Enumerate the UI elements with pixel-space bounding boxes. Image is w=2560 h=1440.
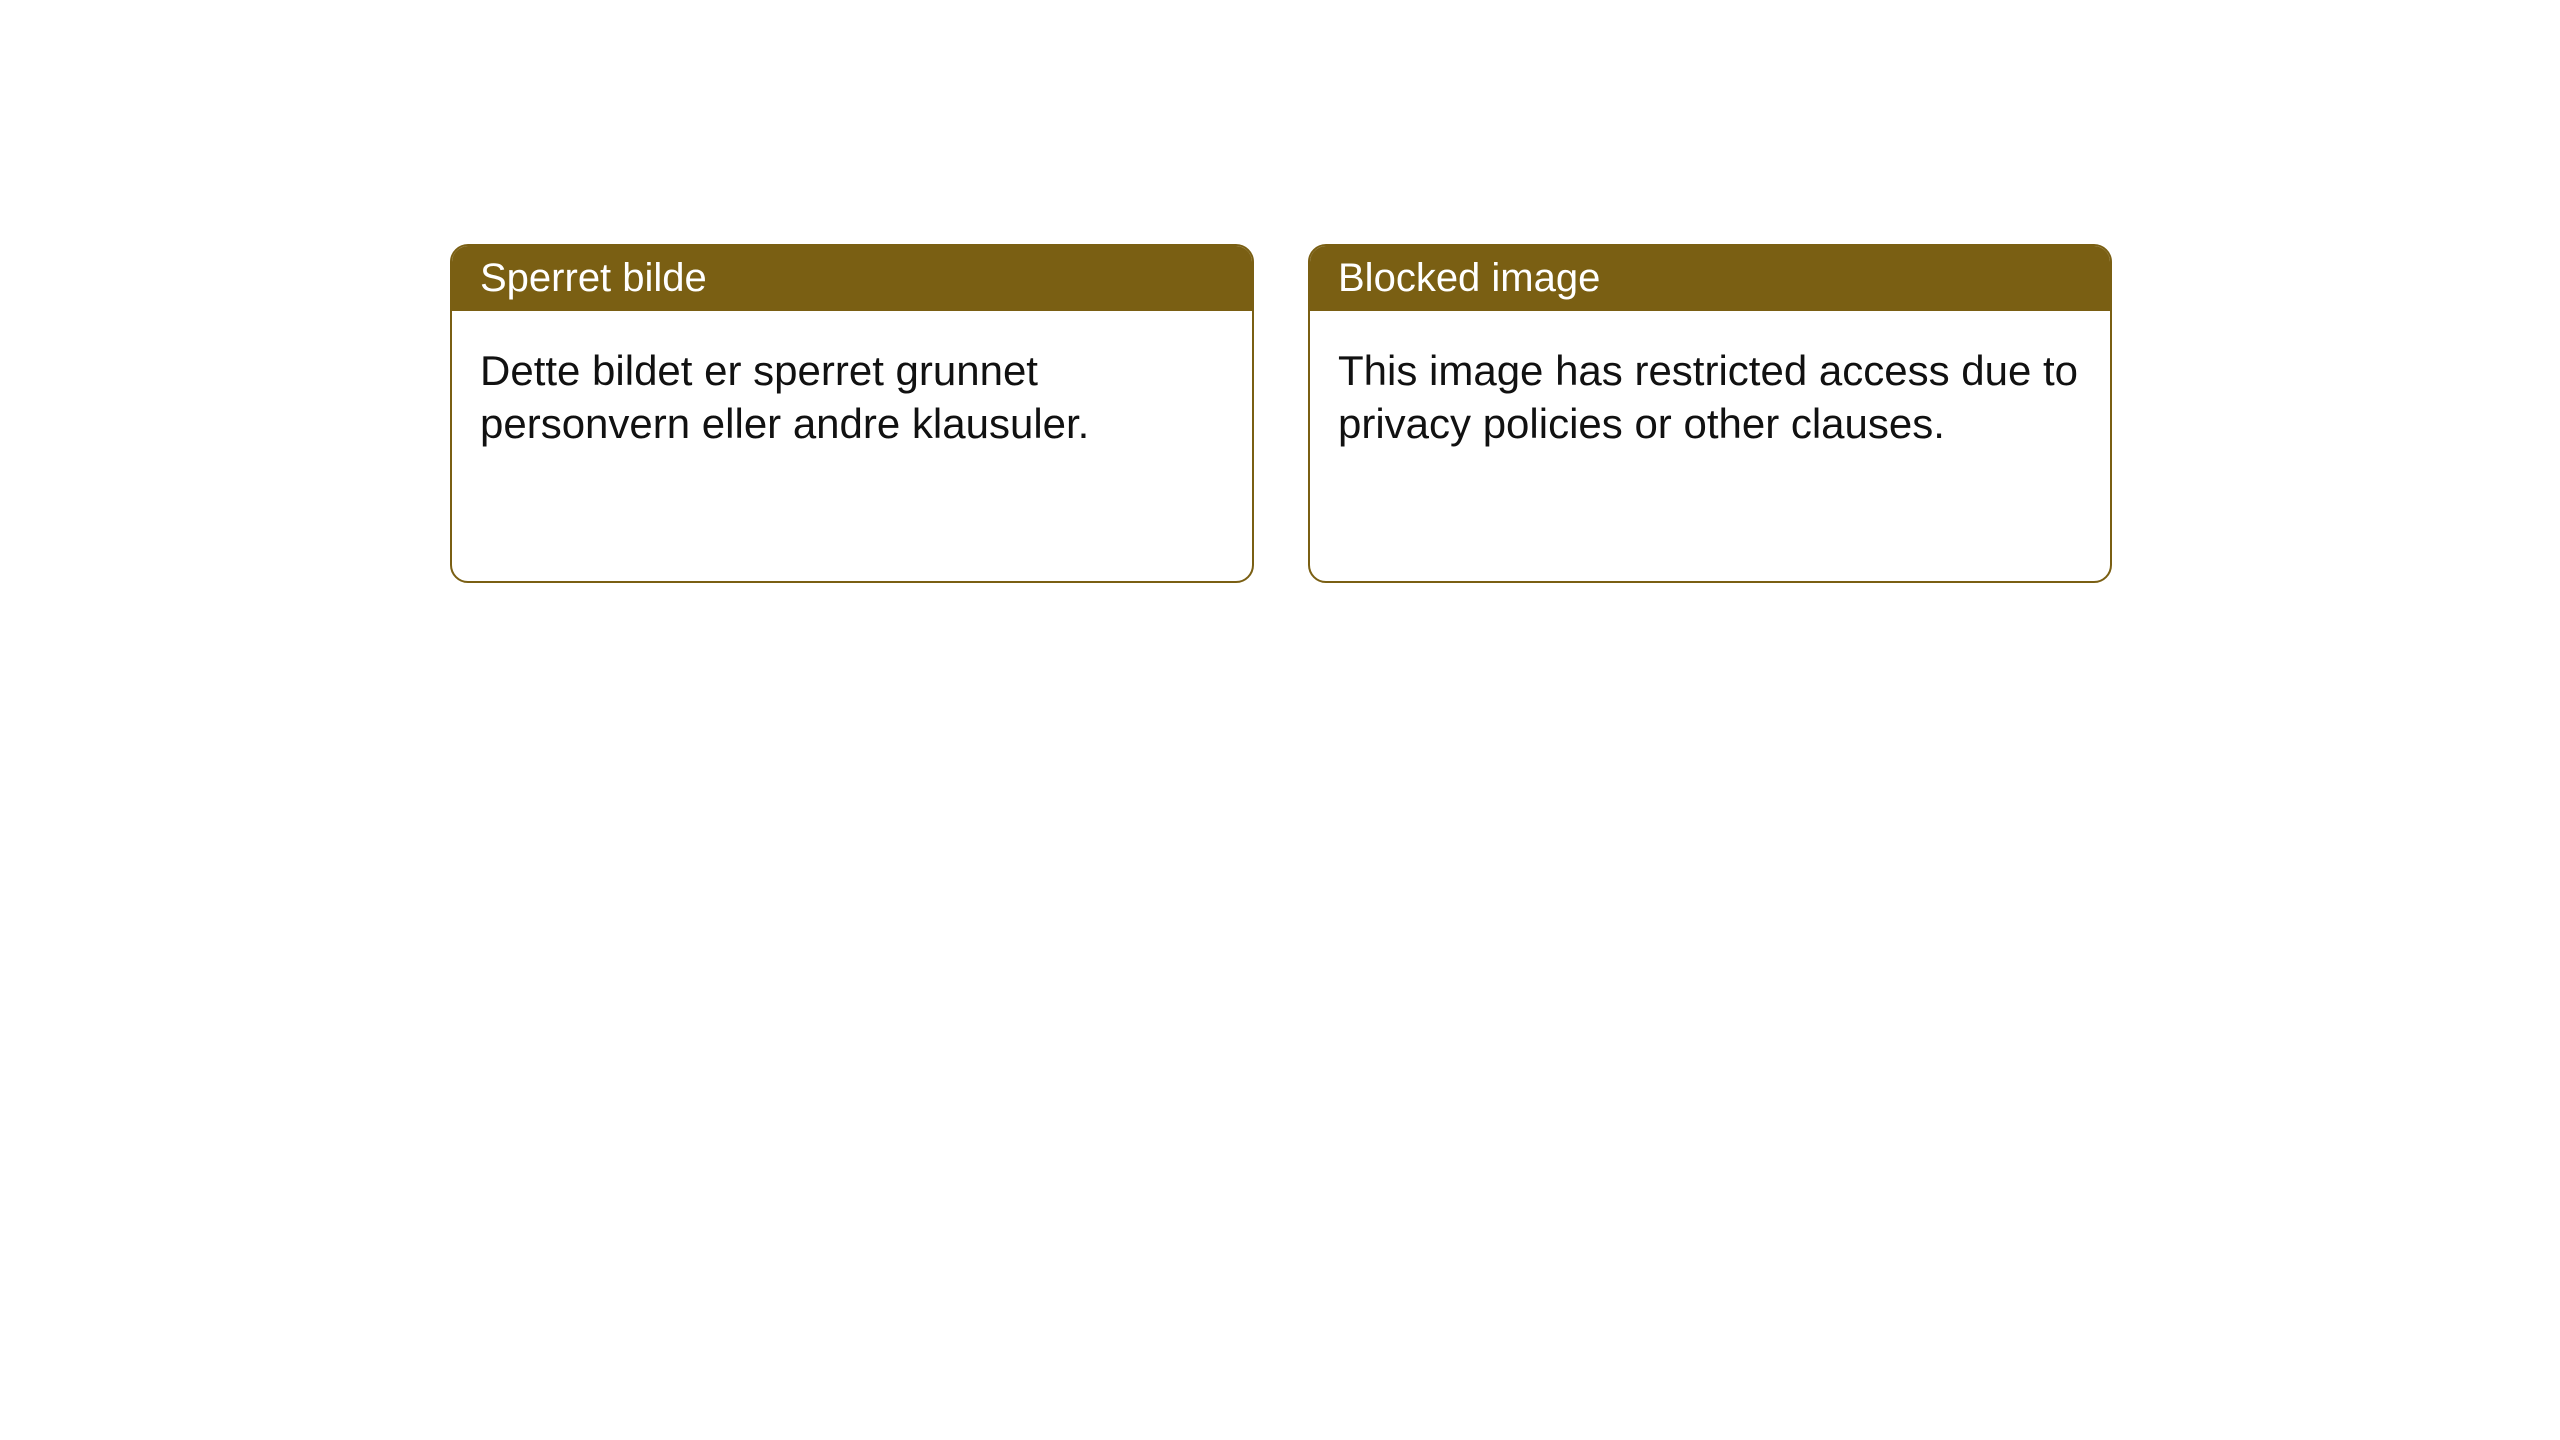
notice-header: Sperret bilde — [452, 246, 1252, 311]
notice-card-norwegian: Sperret bilde Dette bildet er sperret gr… — [450, 244, 1254, 583]
notice-body-text: This image has restricted access due to … — [1338, 347, 2078, 447]
notice-body: Dette bildet er sperret grunnet personve… — [452, 311, 1252, 581]
notice-title: Sperret bilde — [480, 256, 707, 300]
notice-container: Sperret bilde Dette bildet er sperret gr… — [450, 244, 2112, 583]
notice-header: Blocked image — [1310, 246, 2110, 311]
notice-body: This image has restricted access due to … — [1310, 311, 2110, 581]
notice-body-text: Dette bildet er sperret grunnet personve… — [480, 347, 1089, 447]
notice-title: Blocked image — [1338, 256, 1600, 300]
notice-card-english: Blocked image This image has restricted … — [1308, 244, 2112, 583]
